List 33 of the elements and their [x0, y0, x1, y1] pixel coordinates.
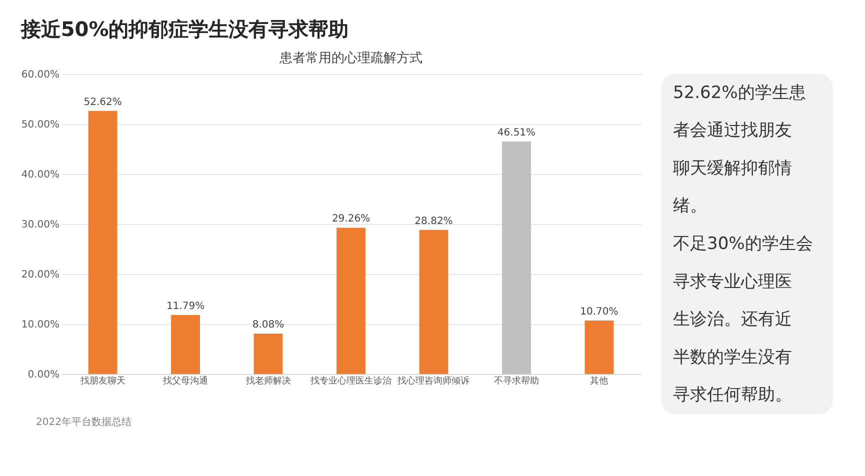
x-tick-label: 找专业心理医生诊治	[310, 376, 392, 386]
chart-subtitle: 患者常用的心理疏解方式	[278, 50, 422, 66]
y-tick-label: 30.00%	[21, 220, 60, 230]
data-label: 29.26%	[332, 214, 370, 225]
x-tick-label: 找朋友聊天	[79, 376, 126, 386]
bar	[336, 228, 366, 374]
bar	[584, 320, 614, 374]
y-tick-label: 0.00%	[28, 370, 60, 380]
data-label: 28.82%	[414, 216, 453, 227]
text: 52.62%的学生患者会通过找朋友聊天缓解抑郁情绪。	[673, 82, 806, 216]
y-tick-label: 40.00%	[21, 170, 60, 180]
x-tick-label: 其他	[590, 376, 608, 386]
bar	[419, 230, 448, 374]
bar	[502, 141, 531, 374]
data-label: 52.62%	[84, 96, 122, 108]
bar	[254, 334, 283, 374]
y-tick-label: 50.00%	[21, 120, 60, 130]
bar	[171, 315, 200, 374]
data-label: 10.70%	[580, 306, 618, 318]
x-tick-label: 找老师解决	[244, 376, 291, 386]
y-tick-label: 10.00%	[21, 320, 60, 330]
x-tick-label: 找心理咨询师倾诉	[396, 376, 470, 386]
bar	[88, 110, 118, 374]
x-tick-label: 不寻求帮助	[494, 376, 539, 386]
data-label: 8.08%	[252, 320, 284, 331]
data-label: 11.79%	[166, 301, 205, 312]
chart-title: 接近50%的抑郁症学生没有寻求帮助	[20, 17, 349, 41]
x-tick-label: 找父母沟通	[162, 376, 208, 386]
data-label: 46.51%	[497, 127, 536, 138]
y-tick-label: 20.00%	[21, 270, 60, 280]
y-tick-label: 60.00%	[21, 70, 60, 80]
text: 2022年平台数据总结	[36, 416, 132, 428]
text: 不足30%的学生会寻求专业心理医生诊治。还有近半数的学生没有寻求任何帮助。	[673, 234, 813, 406]
